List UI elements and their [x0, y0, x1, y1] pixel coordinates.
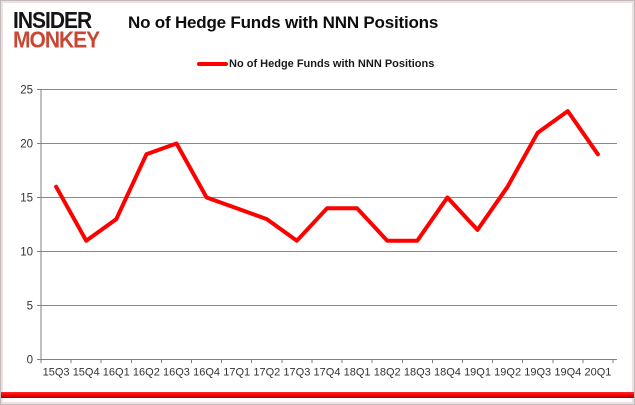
x-tick-label: 17Q3 [283, 367, 310, 379]
legend-line-swatch [197, 62, 228, 66]
x-tick-label: 16Q3 [163, 367, 190, 379]
y-tick-label: 0 [27, 355, 33, 367]
logo-text-monkey: MONKEY [13, 28, 100, 53]
y-tick-label: 5 [27, 301, 33, 313]
bottom-red-ribbon [1, 392, 634, 398]
x-tick-label: 19Q1 [464, 367, 491, 379]
x-tick-label: 16Q2 [133, 367, 160, 379]
x-tick-label: 17Q1 [223, 367, 250, 379]
x-tick-label: 16Q1 [103, 367, 130, 379]
x-tick-label: 16Q4 [193, 367, 220, 379]
y-tick-label: 20 [20, 139, 33, 151]
x-tick-label: 17Q2 [253, 367, 280, 379]
x-tick-label: 15Q4 [73, 367, 100, 379]
x-tick-label: 19Q2 [494, 367, 521, 379]
x-tick-label: 15Q3 [43, 367, 70, 379]
x-tick-label: 18Q1 [344, 367, 371, 379]
legend-label: No of Hedge Funds with NNN Positions [229, 58, 435, 70]
x-tick-label: 18Q4 [434, 367, 461, 379]
x-tick-label: 18Q2 [374, 367, 401, 379]
insider-monkey-logo: INSIDER MONKEY [13, 8, 100, 53]
legend: No of Hedge Funds with NNN Positions [197, 58, 434, 70]
chart-title: No of Hedge Funds with NNN Positions [128, 13, 439, 32]
y-tick-label: 10 [20, 247, 33, 259]
x-tick-label: 19Q4 [554, 367, 581, 379]
x-tick-label: 20Q1 [584, 367, 611, 379]
x-tick-label: 19Q3 [524, 367, 551, 379]
x-tick-label: 18Q3 [404, 367, 431, 379]
y-tick-label: 25 [20, 85, 33, 97]
x-tick-label: 17Q4 [314, 367, 341, 379]
logo-text-insider: INSIDER [13, 8, 92, 34]
y-tick-label: 15 [20, 193, 33, 205]
data-series-line [54, 109, 600, 243]
